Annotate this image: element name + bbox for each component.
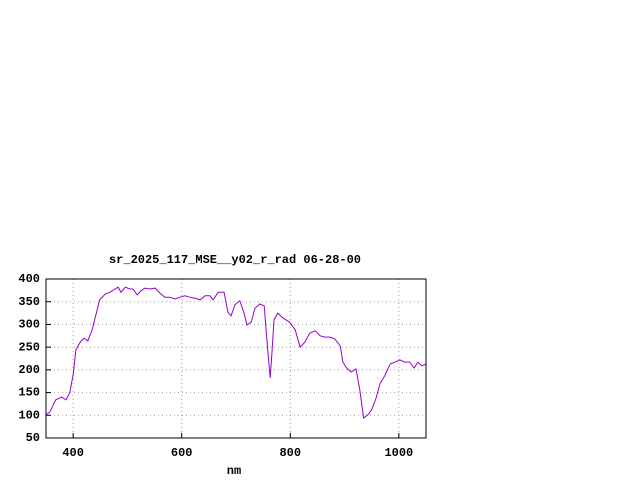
x-axis-label: nm: [227, 464, 241, 478]
y-tick-label: 350: [18, 295, 40, 309]
y-tick-label: 100: [18, 408, 40, 422]
y-tick-label: 50: [26, 431, 40, 445]
x-tick-label: 1000: [384, 446, 413, 460]
y-tick-label: 150: [18, 386, 40, 400]
x-tick-label: 600: [171, 446, 193, 460]
x-tick-label: 800: [279, 446, 301, 460]
data-line: [45, 286, 427, 419]
y-tick-label: 300: [18, 318, 40, 332]
y-tick-label: 200: [18, 363, 40, 377]
y-tick-label: 400: [18, 272, 40, 286]
x-tick-label: 400: [62, 446, 84, 460]
y-tick-label: 250: [18, 340, 40, 354]
chart-title: sr_2025_117_MSE__y02_r_rad 06-28-00: [109, 253, 361, 267]
plot-border: [45, 278, 427, 439]
